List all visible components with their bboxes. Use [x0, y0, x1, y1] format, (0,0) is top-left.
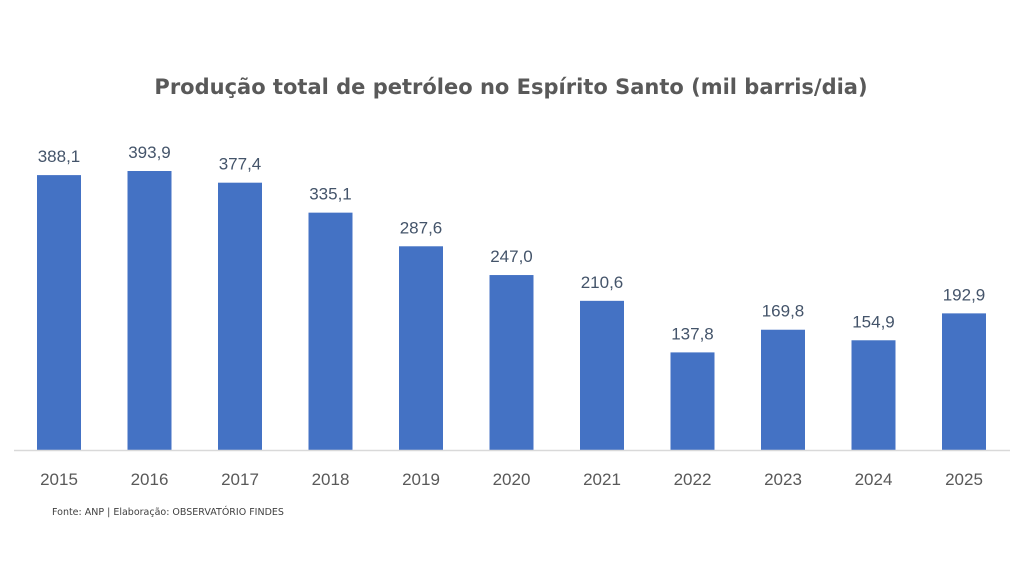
x-tick-label-2024: 2024 [855, 470, 893, 489]
x-tick-label-2025: 2025 [945, 470, 983, 489]
data-label-2015: 388,1 [38, 147, 81, 166]
bar-2025 [942, 313, 986, 450]
bar-2023 [761, 329, 805, 450]
x-tick-label-2016: 2016 [131, 470, 169, 489]
x-tick-label-2020: 2020 [493, 470, 531, 489]
bar-2020 [489, 275, 534, 450]
data-label-2024: 154,9 [852, 312, 895, 331]
bar-2017 [218, 182, 262, 450]
bars-group: 388,1 393,9 377,4 335,1 287,6 247,0 210,6 137,8… [37, 143, 986, 450]
x-tick-label-2017: 2017 [221, 470, 259, 489]
x-tick-label-2019: 2019 [402, 470, 440, 489]
data-label-2022: 137,8 [671, 324, 714, 343]
data-label-2021: 210,6 [581, 273, 624, 292]
x-tick-labels: 2015 2016 2017 2018 2019 2020 2021 2022 2023 2024… [40, 470, 983, 489]
data-label-2018: 335,1 [309, 185, 352, 204]
x-tick-label-2023: 2023 [764, 470, 802, 489]
data-label-2017: 377,4 [219, 155, 262, 174]
bar-2022 [670, 352, 715, 450]
x-tick-label-2015: 2015 [40, 470, 78, 489]
bar-2016 [127, 171, 172, 450]
data-label-2019: 287,6 [400, 218, 443, 237]
bar-2019 [399, 246, 443, 450]
data-label-2025: 192,9 [943, 285, 986, 304]
x-tick-label-2022: 2022 [674, 470, 712, 489]
x-tick-label-2021: 2021 [583, 470, 621, 489]
x-tick-label-2018: 2018 [312, 470, 350, 489]
bar-2015 [37, 175, 81, 450]
bar-2024 [851, 340, 896, 450]
data-label-2020: 247,0 [490, 247, 533, 266]
chart-title: Produção total de petróleo no Espírito S… [154, 75, 867, 99]
bar-2018 [308, 212, 353, 450]
source-note: Fonte: ANP | Elaboração: OBSERVATÓRIO FI… [52, 506, 284, 518]
bar-2021 [580, 300, 624, 450]
data-label-2023: 169,8 [762, 302, 805, 321]
data-label-2016: 393,9 [128, 143, 171, 162]
